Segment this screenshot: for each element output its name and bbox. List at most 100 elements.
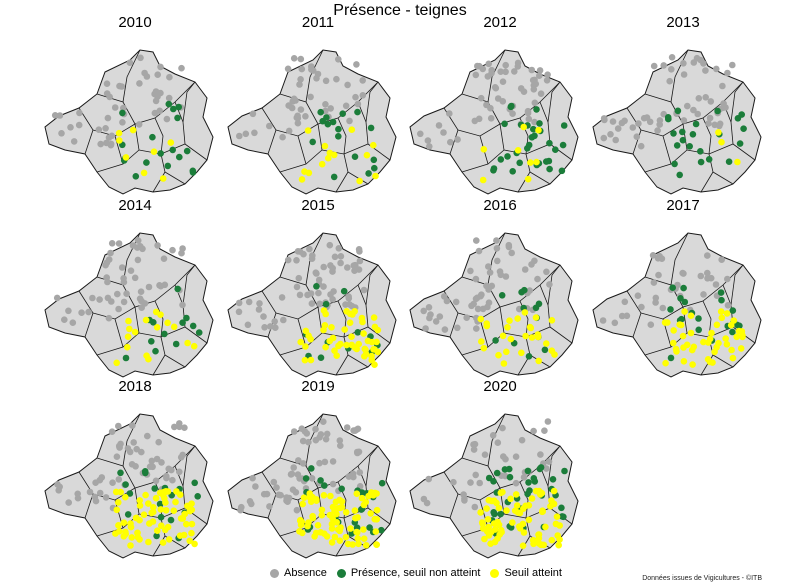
- department-border: [279, 306, 323, 356]
- absence-point: [354, 425, 362, 433]
- seuil-point: [362, 498, 370, 506]
- absence-point: [697, 56, 704, 64]
- absence-point: [446, 110, 453, 117]
- region-map: [44, 413, 214, 559]
- absence-point: [524, 109, 532, 117]
- absence-point: [312, 425, 319, 433]
- absence-point: [360, 286, 368, 294]
- presence-point: [169, 146, 176, 154]
- absence-point: [53, 294, 61, 302]
- absence-point: [113, 453, 121, 460]
- absence-point: [329, 458, 337, 465]
- region-outline: [409, 413, 579, 559]
- presence-point: [366, 524, 373, 531]
- absence-point: [543, 268, 550, 276]
- seuil-point: [528, 495, 536, 502]
- presence-point: [679, 136, 687, 144]
- seuil-point: [373, 541, 380, 548]
- absence-point: [288, 470, 296, 478]
- seuil-point: [670, 327, 677, 334]
- absence-point: [505, 243, 513, 251]
- presence-point: [681, 298, 689, 306]
- seuil-point: [136, 516, 143, 524]
- absence-point: [470, 446, 478, 453]
- absence-point: [337, 442, 344, 449]
- absence-point: [155, 438, 162, 446]
- absence-point: [169, 476, 176, 484]
- absence-point: [267, 323, 274, 330]
- absence-point: [312, 436, 320, 444]
- absence-point: [697, 272, 705, 280]
- presence-point: [697, 158, 705, 166]
- absence-point: [674, 281, 681, 289]
- presence-point: [339, 110, 346, 117]
- seuil-point: [552, 520, 560, 528]
- presence-point: [536, 120, 543, 127]
- absence-point: [713, 65, 720, 73]
- absence-point: [169, 246, 176, 254]
- absence-point: [422, 325, 429, 332]
- absence-point: [104, 294, 112, 302]
- absence-point: [637, 142, 645, 150]
- absence-point: [102, 261, 109, 269]
- seuil-point: [321, 322, 329, 329]
- seuil-point: [150, 504, 157, 511]
- department-border: [347, 354, 369, 368]
- absence-point: [724, 302, 732, 309]
- seuil-point: [165, 536, 173, 543]
- seuil-point: [158, 522, 165, 529]
- seuil-point: [362, 346, 369, 354]
- absence-point: [163, 115, 171, 123]
- presence-point: [524, 490, 531, 498]
- presence-point: [705, 156, 713, 163]
- seuil-point: [737, 345, 745, 352]
- absence-point: [290, 428, 298, 435]
- seuil-point: [537, 541, 545, 549]
- absence-point: [472, 71, 480, 79]
- absence-point: [277, 491, 284, 499]
- legend-item-absence: Absence: [270, 567, 327, 579]
- absence-point: [352, 93, 359, 101]
- seuil-point: [297, 338, 304, 346]
- legend-label-absence: Absence: [284, 567, 327, 579]
- presence-point: [692, 120, 700, 128]
- seuil-point: [480, 344, 488, 352]
- seuil-point: [700, 338, 707, 346]
- absence-point: [354, 100, 362, 108]
- absence-point: [54, 481, 61, 488]
- seuil-point: [364, 337, 372, 345]
- absence-point: [290, 55, 298, 62]
- seuil-point: [142, 316, 150, 324]
- seuil-point: [481, 535, 488, 543]
- absence-point: [131, 274, 139, 282]
- seuil-point: [115, 522, 122, 529]
- seuil-point: [131, 328, 139, 336]
- absence-point: [342, 102, 350, 110]
- seuil-point: [348, 341, 355, 349]
- absence-point: [266, 503, 273, 510]
- presence-point: [126, 490, 134, 497]
- seuil-point: [371, 346, 378, 353]
- seuil-point: [331, 533, 339, 541]
- absence-point: [97, 140, 104, 148]
- presence-point: [491, 510, 498, 518]
- absence-point: [724, 69, 731, 77]
- presence-point: [665, 115, 672, 123]
- department-border: [644, 306, 688, 356]
- presence-point: [671, 160, 678, 168]
- absence-point: [719, 104, 727, 112]
- absence-point: [355, 246, 363, 253]
- seuil-point: [353, 490, 361, 497]
- seuil-point: [485, 496, 493, 504]
- absence-point: [502, 273, 510, 280]
- absence-point: [141, 69, 148, 77]
- absence-point: [541, 427, 548, 434]
- absence-point: [706, 114, 714, 122]
- seuil-point: [351, 507, 359, 514]
- absence-point: [293, 257, 300, 264]
- absence-point: [460, 491, 467, 498]
- presence-point: [492, 337, 499, 344]
- absence-point: [502, 61, 509, 69]
- seuil-point: [328, 539, 336, 546]
- presence-point: [189, 322, 197, 330]
